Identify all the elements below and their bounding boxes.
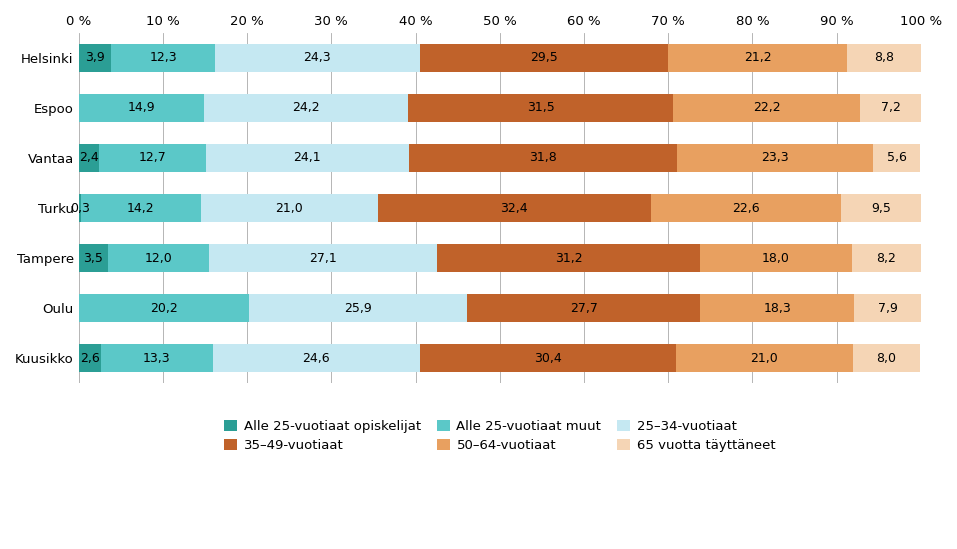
Bar bbox=[420, 344, 676, 372]
Bar bbox=[677, 144, 873, 172]
Text: 18,0: 18,0 bbox=[762, 251, 790, 265]
Text: 32,4: 32,4 bbox=[501, 201, 528, 215]
Bar bbox=[674, 94, 860, 122]
Text: 18,3: 18,3 bbox=[764, 301, 791, 315]
Text: 0,3: 0,3 bbox=[70, 201, 90, 215]
Text: 29,5: 29,5 bbox=[530, 52, 558, 64]
Bar bbox=[81, 194, 201, 222]
Text: 8,0: 8,0 bbox=[877, 352, 897, 365]
Legend: Alle 25-vuotiaat opiskelijat, 35–49-vuotiaat, Alle 25-vuotiaat muut, 50–64-vuoti: Alle 25-vuotiaat opiskelijat, 35–49-vuot… bbox=[218, 414, 781, 457]
Text: 24,6: 24,6 bbox=[302, 352, 330, 365]
Bar bbox=[78, 294, 249, 322]
Bar bbox=[841, 194, 921, 222]
Text: 7,2: 7,2 bbox=[880, 102, 901, 114]
Text: 3,9: 3,9 bbox=[85, 52, 105, 64]
Bar bbox=[201, 194, 378, 222]
Text: 27,1: 27,1 bbox=[309, 251, 337, 265]
Text: 31,8: 31,8 bbox=[529, 152, 557, 165]
Bar bbox=[215, 44, 420, 72]
Text: 31,5: 31,5 bbox=[526, 102, 554, 114]
Bar bbox=[78, 244, 108, 272]
Bar bbox=[108, 244, 210, 272]
Text: 2,6: 2,6 bbox=[79, 352, 100, 365]
Text: 14,9: 14,9 bbox=[127, 102, 155, 114]
Bar bbox=[99, 144, 206, 172]
Bar bbox=[78, 344, 100, 372]
Bar bbox=[206, 144, 409, 172]
Text: 27,7: 27,7 bbox=[569, 301, 597, 315]
Bar bbox=[852, 244, 921, 272]
Bar bbox=[212, 344, 420, 372]
Text: 21,0: 21,0 bbox=[276, 201, 303, 215]
Text: 20,2: 20,2 bbox=[150, 301, 178, 315]
Text: 22,6: 22,6 bbox=[732, 201, 760, 215]
Text: 12,0: 12,0 bbox=[145, 251, 172, 265]
Text: 8,8: 8,8 bbox=[874, 52, 894, 64]
Text: 24,3: 24,3 bbox=[303, 52, 331, 64]
Text: 12,3: 12,3 bbox=[149, 52, 177, 64]
Text: 2,4: 2,4 bbox=[78, 152, 99, 165]
Text: 23,3: 23,3 bbox=[761, 152, 789, 165]
Text: 22,2: 22,2 bbox=[753, 102, 781, 114]
Bar bbox=[408, 94, 674, 122]
Bar bbox=[78, 94, 204, 122]
Bar bbox=[855, 294, 921, 322]
Text: 30,4: 30,4 bbox=[534, 352, 562, 365]
Bar bbox=[701, 294, 855, 322]
Text: 9,5: 9,5 bbox=[871, 201, 891, 215]
Bar bbox=[853, 344, 920, 372]
Bar bbox=[210, 244, 437, 272]
Bar bbox=[860, 94, 921, 122]
Bar bbox=[378, 194, 651, 222]
Text: 3,5: 3,5 bbox=[83, 251, 103, 265]
Bar bbox=[668, 44, 847, 72]
Bar bbox=[204, 94, 408, 122]
Text: 7,9: 7,9 bbox=[878, 301, 898, 315]
Text: 8,2: 8,2 bbox=[877, 251, 897, 265]
Text: 25,9: 25,9 bbox=[344, 301, 371, 315]
Text: 13,3: 13,3 bbox=[143, 352, 170, 365]
Bar bbox=[111, 44, 215, 72]
Bar bbox=[78, 44, 111, 72]
Bar bbox=[409, 144, 677, 172]
Bar bbox=[847, 44, 921, 72]
Text: 5,6: 5,6 bbox=[886, 152, 906, 165]
Text: 24,1: 24,1 bbox=[294, 152, 322, 165]
Text: 24,2: 24,2 bbox=[292, 102, 320, 114]
Text: 31,2: 31,2 bbox=[555, 251, 583, 265]
Text: 21,2: 21,2 bbox=[744, 52, 771, 64]
Bar bbox=[100, 344, 212, 372]
Bar bbox=[78, 194, 81, 222]
Bar bbox=[420, 44, 668, 72]
Bar bbox=[676, 344, 853, 372]
Bar bbox=[701, 244, 852, 272]
Text: 14,2: 14,2 bbox=[127, 201, 155, 215]
Text: 21,0: 21,0 bbox=[750, 352, 778, 365]
Bar bbox=[873, 144, 920, 172]
Bar bbox=[467, 294, 701, 322]
Bar bbox=[437, 244, 701, 272]
Bar bbox=[249, 294, 467, 322]
Bar bbox=[651, 194, 841, 222]
Bar bbox=[78, 144, 99, 172]
Text: 12,7: 12,7 bbox=[139, 152, 167, 165]
